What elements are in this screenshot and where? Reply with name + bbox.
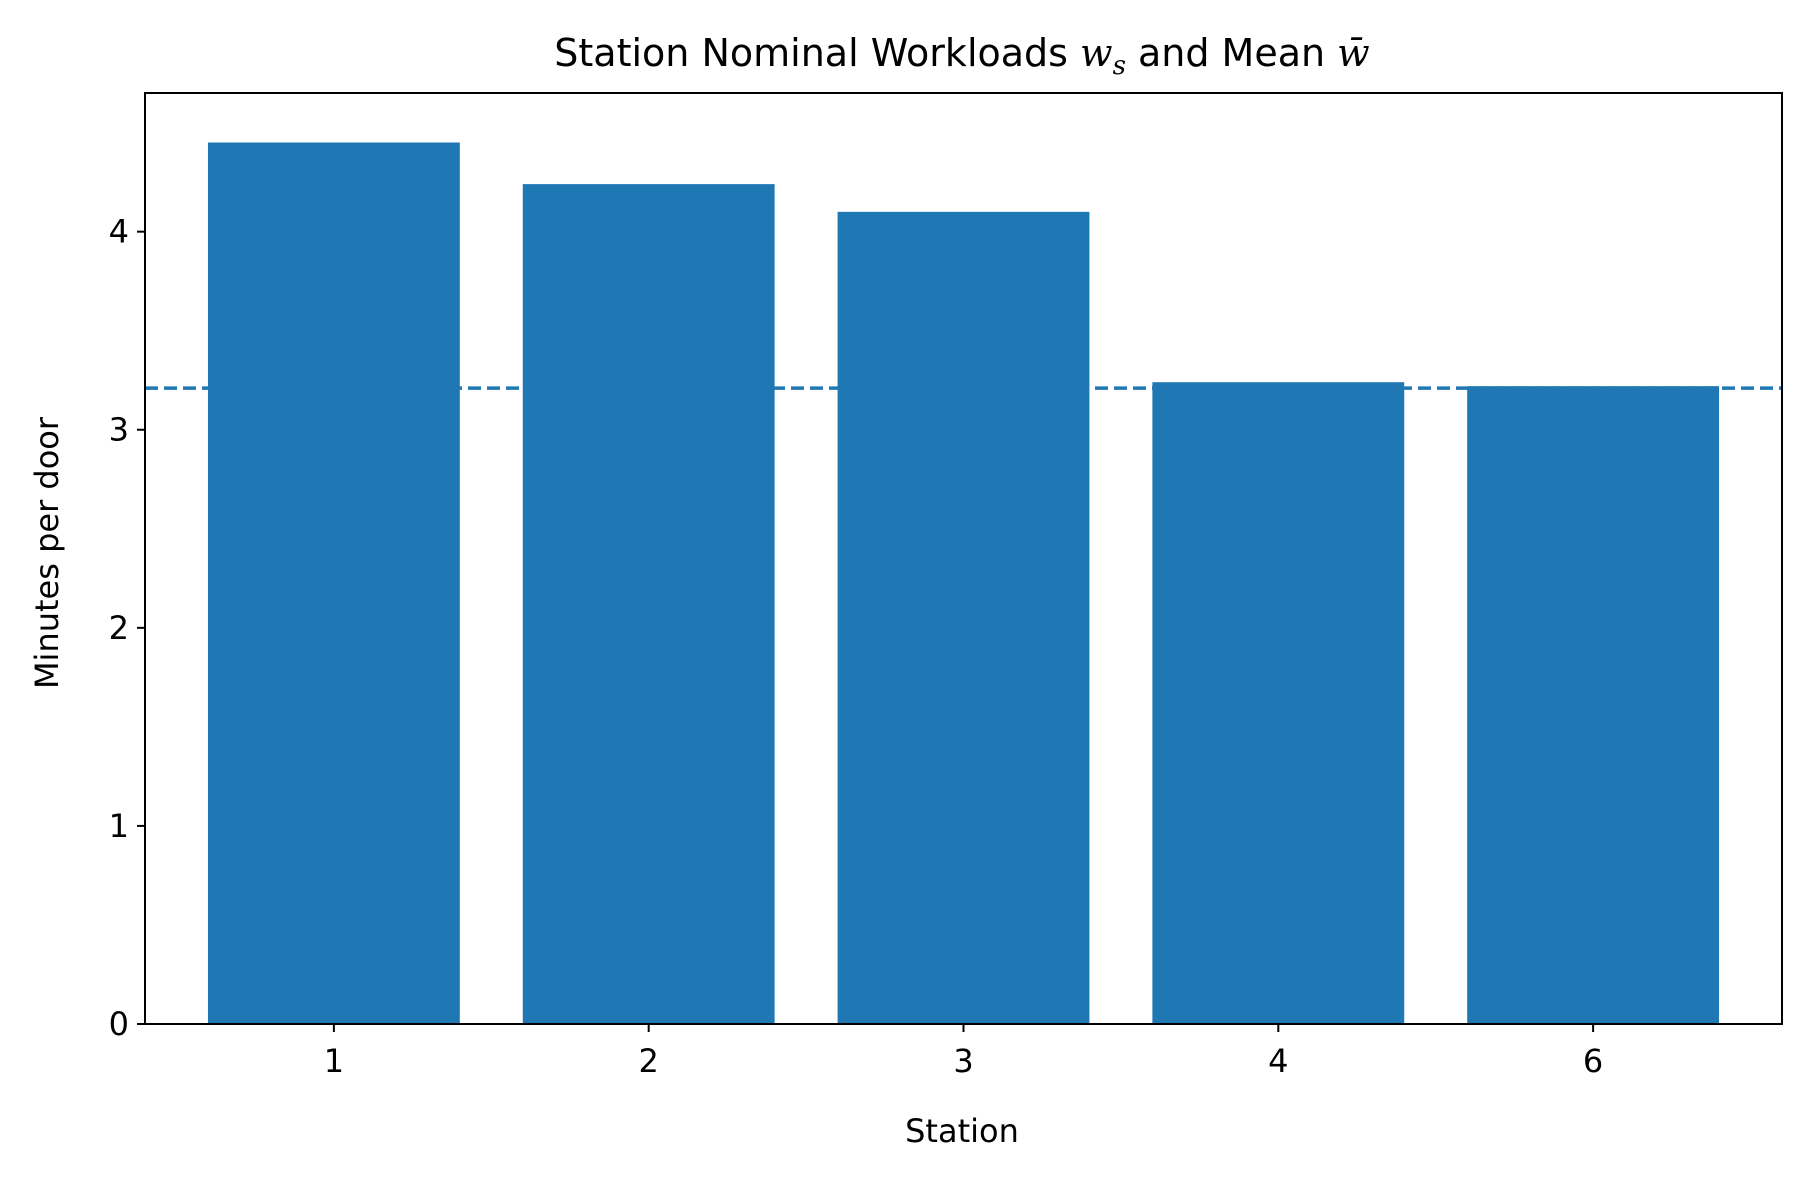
bars-group: [207, 142, 1720, 1025]
title-symbol-subscript: s: [1113, 51, 1126, 81]
bar-station-3: [837, 211, 1090, 1024]
bar-station-1: [207, 142, 460, 1025]
x-tick-label: 4: [1268, 1042, 1288, 1080]
x-tick-label: 2: [639, 1042, 659, 1080]
y-tick-label: 1: [109, 807, 129, 845]
y-axis-label: Minutes per door: [28, 416, 66, 689]
y-tick-label: 2: [109, 609, 129, 647]
title-middle: and Mean: [1126, 31, 1337, 75]
bar-station-4: [1152, 382, 1405, 1025]
chart-title: Station Nominal Workloads ws and Mean w̄: [554, 31, 1369, 81]
title-prefix: Station Nominal Workloads: [554, 31, 1080, 75]
bar-station-2: [522, 184, 775, 1025]
x-tick-label: 1: [324, 1042, 344, 1080]
y-tick-label: 0: [109, 1005, 129, 1043]
x-axis: 1 2 3 4 6: [324, 1024, 1603, 1080]
x-axis-label: Station: [905, 1112, 1019, 1150]
bar-station-6: [1467, 386, 1720, 1024]
y-tick-label: 3: [109, 411, 129, 449]
title-symbol-wbar: w̄: [1337, 31, 1370, 75]
x-tick-label: 3: [953, 1042, 973, 1080]
y-tick-label: 4: [109, 213, 129, 251]
x-tick-label: 6: [1583, 1042, 1603, 1080]
title-symbol-w: w: [1080, 31, 1113, 75]
y-axis: 0 1 2 3 4: [109, 213, 145, 1043]
plot-frame: [144, 92, 1783, 1025]
